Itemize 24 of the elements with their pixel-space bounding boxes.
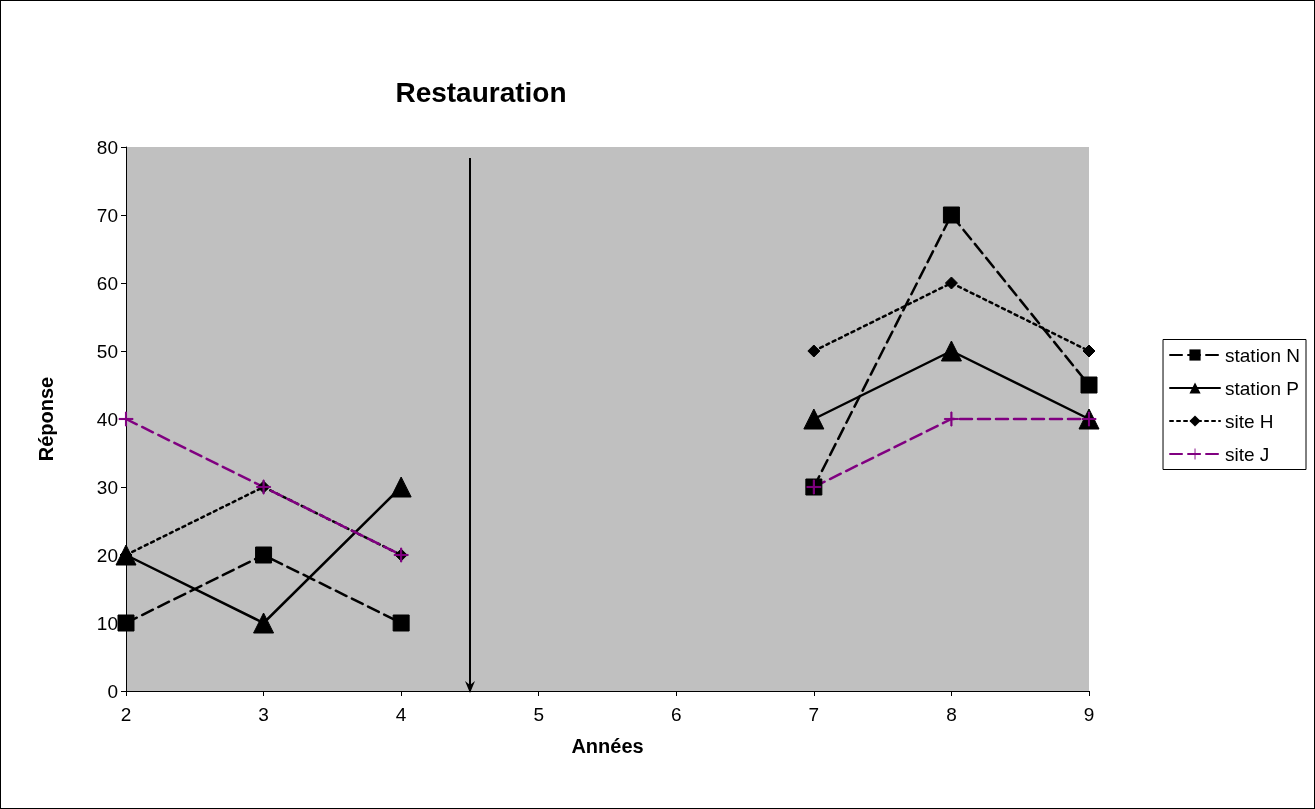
x-tick-label: 4: [395, 704, 407, 725]
y-tick-label: 30: [96, 476, 118, 498]
x-tick-label: 5: [533, 704, 544, 725]
x-tick-label: 7: [808, 704, 820, 725]
x-tick-label: 8: [946, 704, 957, 725]
y-tick-label: 20: [96, 544, 118, 566]
legend-label: station N: [1225, 344, 1300, 366]
y-tick-label: 60: [96, 272, 118, 294]
chart-title: Restauration: [395, 76, 567, 108]
legend-label: site J: [1225, 443, 1270, 465]
y-tick-label: 10: [96, 612, 118, 634]
x-tick-label: 9: [1083, 704, 1095, 725]
x-tick-label: 3: [258, 704, 269, 725]
legend-label: station P: [1225, 377, 1299, 399]
legend-label: site H: [1225, 410, 1274, 432]
y-tick-label: 70: [96, 204, 118, 226]
x-axis-title: Années: [571, 735, 644, 757]
y-tick-label: 40: [96, 408, 118, 430]
y-tick-label: 80: [96, 136, 118, 158]
y-axis-title: Réponse: [35, 376, 57, 462]
y-tick-label: 50: [96, 340, 118, 362]
x-tick-label: 6: [671, 704, 682, 725]
y-tick-label: 0: [107, 680, 118, 702]
x-tick-label: 2: [120, 704, 132, 725]
